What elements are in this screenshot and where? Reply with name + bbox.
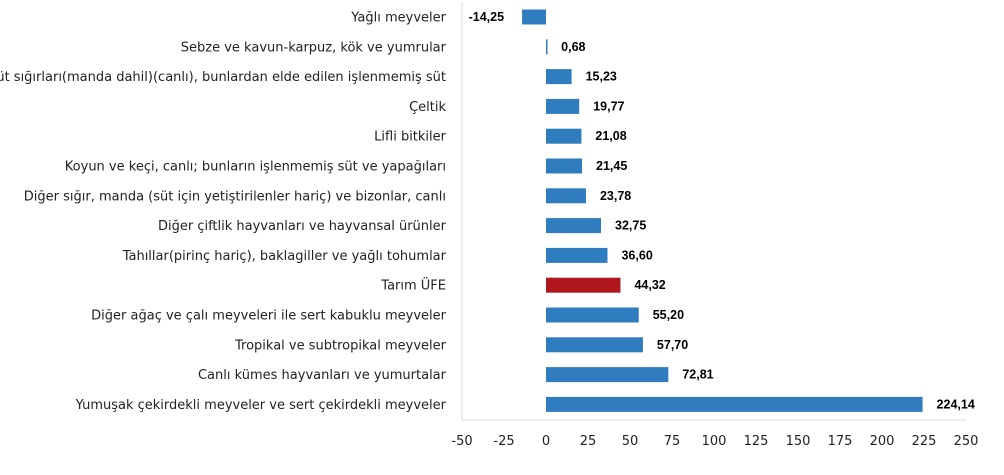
data-label: -14,25 — [469, 10, 504, 24]
category-label: Tarım ÜFE — [380, 277, 446, 294]
category-label: Koyun ve keçi, canlı; bunların işlenmemi… — [65, 160, 446, 175]
data-label: 0,68 — [561, 40, 585, 54]
category-label: Süt sığırları(manda dahil)(canlı), bunla… — [0, 70, 446, 85]
x-tick-label: 0 — [542, 434, 550, 449]
bar — [546, 247, 608, 263]
x-tick-label: 25 — [580, 434, 597, 449]
bar — [546, 337, 643, 353]
data-label: 15,23 — [586, 70, 617, 84]
bar — [546, 396, 923, 412]
x-tick-label: 75 — [664, 434, 681, 449]
bar — [546, 218, 602, 234]
data-label: 44,32 — [634, 278, 665, 292]
bar — [546, 188, 586, 204]
bar — [546, 277, 621, 293]
category-label: Diğer çiftlik hayvanları ve hayvansal ür… — [158, 219, 447, 234]
x-tick-label: 50 — [622, 434, 639, 449]
x-tick-label: 150 — [786, 434, 811, 449]
data-label: 23,78 — [600, 189, 631, 203]
bar — [546, 128, 582, 144]
data-label: 19,77 — [593, 99, 624, 113]
bar — [546, 307, 639, 323]
data-label: 32,75 — [615, 219, 646, 233]
bar — [522, 9, 546, 25]
bar — [546, 69, 572, 85]
x-tick-label: -50 — [451, 434, 472, 449]
bar — [546, 367, 669, 383]
category-label: Diğer ağaç ve çalı meyveleri ile sert ka… — [91, 309, 446, 324]
category-label: Tropikal ve subtropikal meyveler — [234, 338, 447, 353]
data-label: 224,14 — [937, 397, 975, 411]
x-tick-label: 200 — [870, 434, 895, 449]
category-label: Çeltik — [409, 100, 446, 115]
category-label: Lifli bitkiler — [374, 130, 446, 145]
category-label: Tahıllar(pirinç hariç), baklagiller ve y… — [122, 249, 447, 264]
bar — [546, 39, 548, 55]
x-tick-label: 250 — [954, 434, 979, 449]
category-label: Yağlı meyveler — [350, 11, 446, 26]
category-label: Sebze ve kavun-karpuz, kök ve yumrular — [181, 40, 447, 55]
bar — [546, 98, 580, 114]
data-label: 55,20 — [653, 308, 684, 322]
bar — [546, 158, 583, 174]
x-tick-label: -25 — [493, 434, 514, 449]
data-label: 21,45 — [596, 159, 627, 173]
data-label: 72,81 — [682, 368, 713, 382]
data-label: 36,60 — [621, 248, 652, 262]
x-tick-label: 225 — [912, 434, 937, 449]
category-label: Yumuşak çekirdekli meyveler ve sert çeki… — [75, 398, 447, 413]
x-tick-label: 175 — [828, 434, 853, 449]
category-label: Canlı kümes hayvanları ve yumurtalar — [198, 368, 447, 383]
data-label: 21,08 — [595, 129, 626, 143]
category-label: Diğer sığır, manda (süt için yetiştirile… — [24, 189, 446, 204]
x-tick-label: 125 — [744, 434, 769, 449]
data-label: 57,70 — [657, 338, 688, 352]
x-tick-label: 100 — [702, 434, 727, 449]
